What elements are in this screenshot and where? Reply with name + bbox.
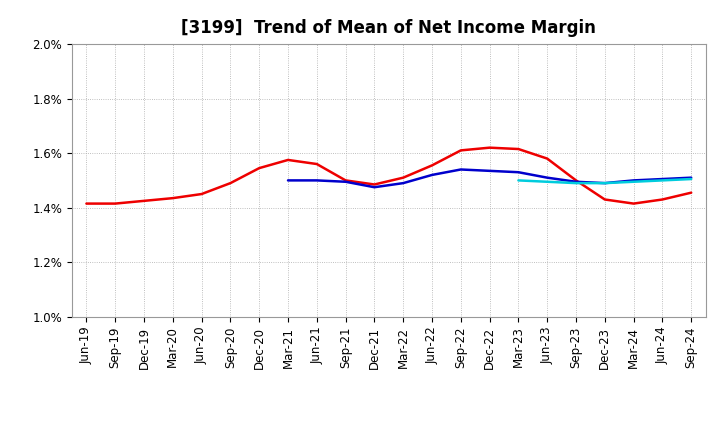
3 Years xyxy=(255,165,264,171)
3 Years xyxy=(687,190,696,195)
3 Years xyxy=(456,148,465,153)
3 Years xyxy=(226,180,235,186)
3 Years xyxy=(485,145,494,150)
5 Years xyxy=(370,185,379,190)
5 Years xyxy=(428,172,436,178)
3 Years xyxy=(543,156,552,161)
5 Years xyxy=(456,167,465,172)
7 Years xyxy=(543,179,552,184)
3 Years xyxy=(514,147,523,152)
7 Years xyxy=(629,179,638,184)
5 Years xyxy=(687,175,696,180)
3 Years xyxy=(629,201,638,206)
Line: 7 Years: 7 Years xyxy=(518,179,691,183)
5 Years xyxy=(658,176,667,182)
3 Years xyxy=(284,157,292,162)
5 Years xyxy=(600,180,609,186)
5 Years xyxy=(341,179,350,184)
Line: 5 Years: 5 Years xyxy=(288,169,691,187)
5 Years xyxy=(629,178,638,183)
5 Years xyxy=(572,179,580,184)
5 Years xyxy=(514,169,523,175)
7 Years xyxy=(658,178,667,183)
7 Years xyxy=(572,180,580,186)
3 Years xyxy=(658,197,667,202)
Line: 3 Years: 3 Years xyxy=(86,148,691,204)
3 Years xyxy=(572,178,580,183)
3 Years xyxy=(370,182,379,187)
5 Years xyxy=(485,168,494,173)
7 Years xyxy=(600,180,609,186)
3 Years xyxy=(600,197,609,202)
3 Years xyxy=(341,178,350,183)
5 Years xyxy=(284,178,292,183)
7 Years xyxy=(687,176,696,182)
3 Years xyxy=(111,201,120,206)
3 Years xyxy=(428,163,436,168)
3 Years xyxy=(82,201,91,206)
3 Years xyxy=(140,198,148,203)
3 Years xyxy=(399,175,408,180)
7 Years xyxy=(514,178,523,183)
5 Years xyxy=(399,180,408,186)
Title: [3199]  Trend of Mean of Net Income Margin: [3199] Trend of Mean of Net Income Margi… xyxy=(181,19,596,37)
3 Years xyxy=(312,161,321,167)
3 Years xyxy=(168,195,177,201)
5 Years xyxy=(543,175,552,180)
3 Years xyxy=(197,191,206,197)
5 Years xyxy=(312,178,321,183)
